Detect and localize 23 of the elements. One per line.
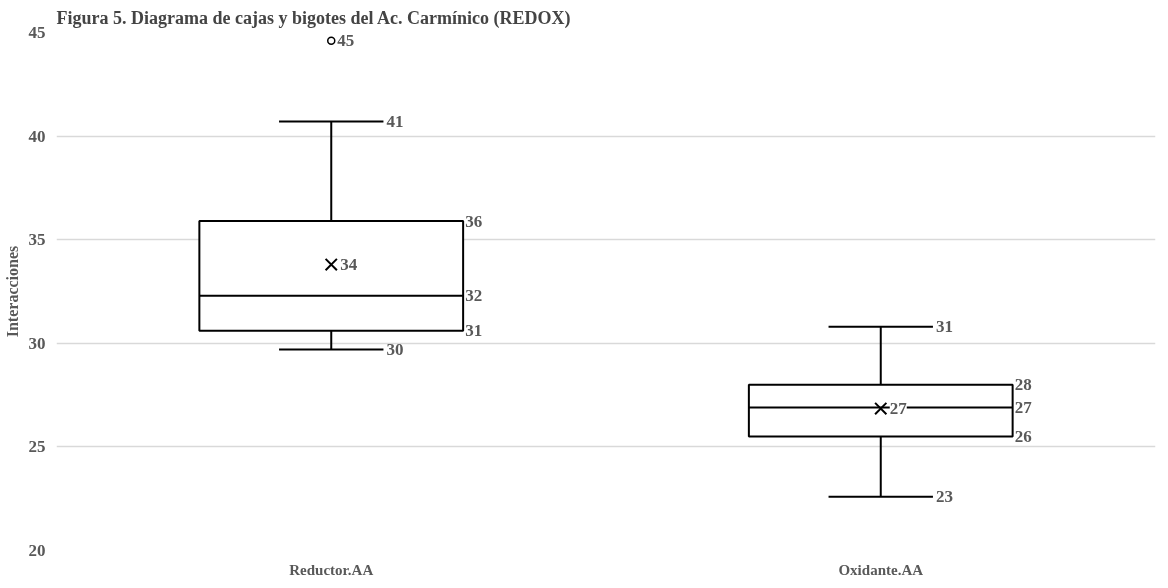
annotation: 30 — [386, 340, 404, 360]
y-tick-label: 45 — [28, 23, 46, 42]
y-tick-label: 40 — [28, 126, 46, 146]
annotation: 36 — [465, 211, 483, 231]
y-tick-label: 20 — [28, 541, 46, 560]
annotation: 45 — [337, 31, 355, 51]
annotation: 32 — [465, 286, 483, 306]
annotation: 28 — [1014, 375, 1032, 395]
y-tick-label: 30 — [28, 333, 46, 353]
annotation: 27 — [1014, 398, 1033, 418]
x-tick-label: Reductor.AA — [289, 561, 374, 578]
annotation: 23 — [935, 487, 953, 507]
annotation: 26 — [1014, 427, 1032, 447]
chart-title: Figura 5. Diagrama de cajas y bigotes del Ac. Carmínico (REDOX) — [56, 7, 571, 29]
annotation: 31 — [935, 317, 953, 337]
y-tick-label: 25 — [28, 437, 46, 457]
annotation: 31 — [465, 321, 483, 341]
annotation: 34 — [340, 255, 358, 275]
y-axis-title: Interacciones — [3, 245, 21, 338]
y-tick-label: 35 — [28, 230, 46, 250]
annotation: 41 — [386, 112, 404, 132]
annotation: 27 — [889, 399, 908, 419]
x-tick-label: Oxidante.AA — [838, 561, 924, 578]
